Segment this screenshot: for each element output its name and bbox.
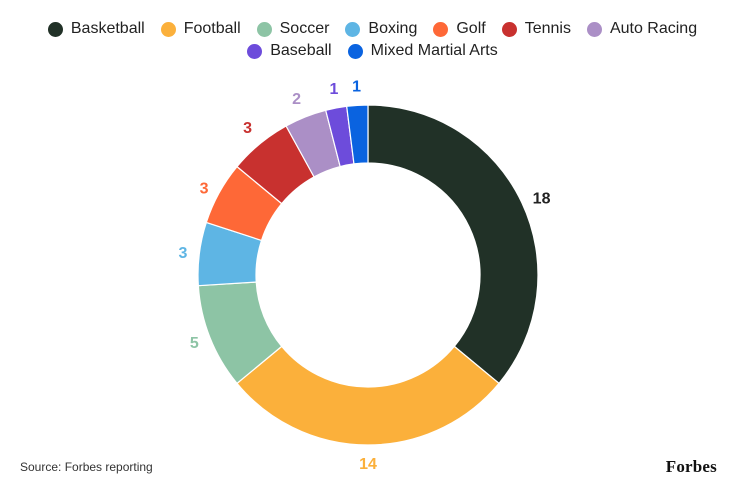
legend-label: Auto Racing xyxy=(609,20,698,37)
legend-row: Basketball Football Soccer Boxing Golf Tennis… xyxy=(0,18,745,40)
legend-label: Boxing xyxy=(368,20,418,37)
legend-item: Soccer xyxy=(256,20,330,38)
legend-item: Football xyxy=(160,20,241,38)
slice-label: 5 xyxy=(190,335,199,352)
slice-label: 18 xyxy=(533,191,551,208)
slice-label: 1 xyxy=(352,78,361,95)
slice-mixed-martial-arts xyxy=(346,104,369,165)
legend-label: Golf xyxy=(456,20,486,37)
slice-basketball xyxy=(367,104,539,385)
legend-swatch xyxy=(256,21,272,37)
slice-label: 2 xyxy=(292,91,301,108)
slice-label: 14 xyxy=(359,456,377,473)
brand-logo: Forbes xyxy=(665,457,717,476)
legend-swatch xyxy=(433,21,449,37)
legend-swatch xyxy=(160,21,176,37)
legend-item: Boxing xyxy=(345,20,417,38)
legend-item: Mixed Martial Arts xyxy=(347,42,498,60)
slice-football xyxy=(236,345,500,446)
legend-swatch xyxy=(47,21,63,37)
legend-item: Golf xyxy=(433,20,486,38)
slice-label: 3 xyxy=(243,120,252,137)
legend-label: Tennis xyxy=(524,20,571,37)
slice-label: 3 xyxy=(200,180,209,197)
legend-swatch xyxy=(586,21,602,37)
legend-item: Basketball xyxy=(47,20,145,38)
slice-label: 1 xyxy=(329,81,338,98)
legend-label: Baseball xyxy=(270,42,332,59)
legend-item: Baseball xyxy=(247,42,332,60)
legend-label: Basketball xyxy=(70,20,145,37)
legend-row: Baseball Mixed Martial Arts xyxy=(0,40,745,62)
chart-legend: Basketball Football Soccer Boxing Golf Tennis… xyxy=(0,18,745,62)
source-note: Source: Forbes reporting xyxy=(20,460,153,474)
legend-label: Football xyxy=(183,20,241,37)
legend-item: Tennis xyxy=(501,20,571,38)
legend-swatch xyxy=(501,21,517,37)
legend-item: Auto Racing xyxy=(586,20,698,38)
legend-swatch xyxy=(347,43,363,59)
legend-label: Soccer xyxy=(279,20,330,37)
legend-label: Mixed Martial Arts xyxy=(370,42,498,59)
legend-swatch xyxy=(247,43,263,59)
slice-label: 3 xyxy=(179,245,188,262)
legend-swatch xyxy=(345,21,361,37)
